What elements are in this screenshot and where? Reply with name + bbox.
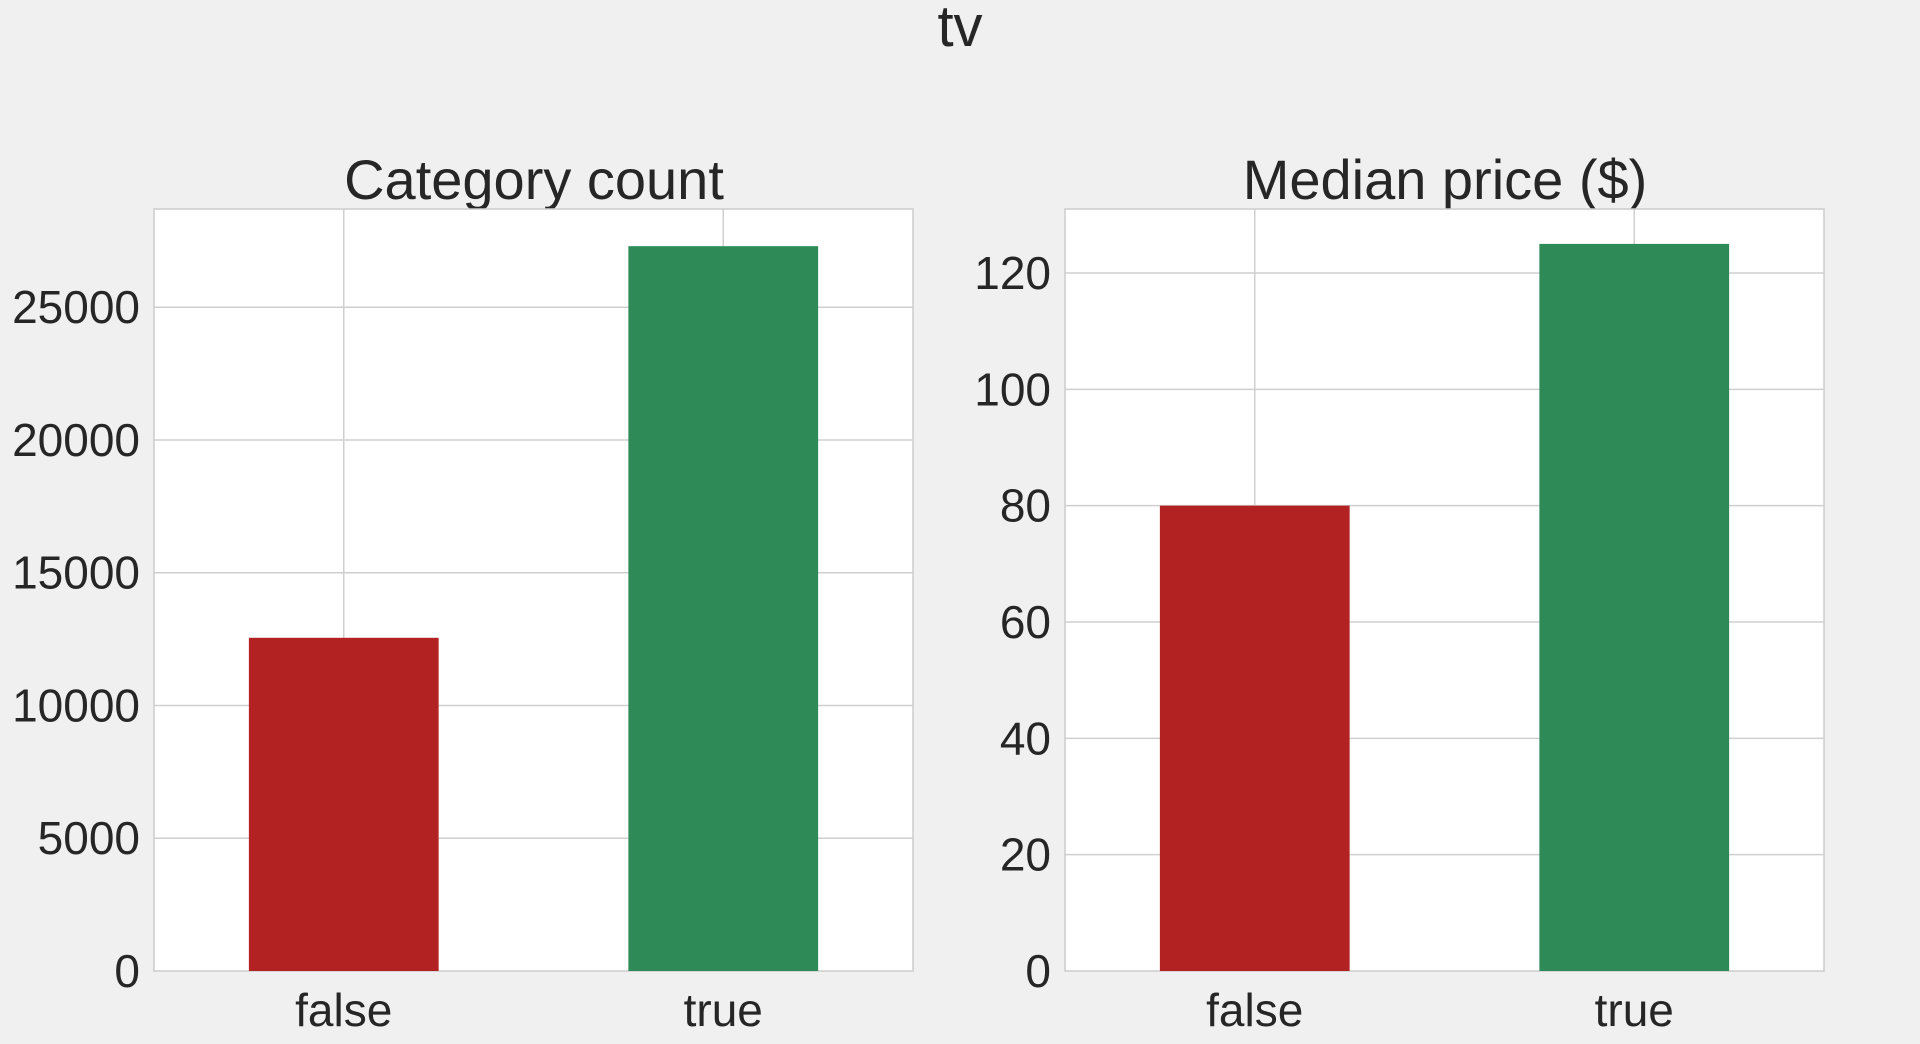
figure-title: tv (937, 0, 982, 59)
chart-panel-median-price: Median price ($) 0 20 40 60 80 100 120 false tr… (974, 148, 1825, 1036)
y-tick-label: 10000 (12, 679, 140, 731)
y-tick-label: 5000 (38, 812, 140, 864)
x-tick-label: false (1206, 984, 1303, 1036)
chart-panel-category-count: Category count 0 5000 10000 15000 20000 25000… (12, 148, 914, 1036)
bar-false (1159, 505, 1350, 971)
bar-group (248, 246, 819, 972)
bar-true (628, 246, 819, 972)
y-tick-label: 0 (114, 945, 140, 997)
y-tick-label: 60 (1000, 596, 1051, 648)
y-tick-label: 20000 (12, 414, 140, 466)
x-tick-label: false (295, 984, 392, 1036)
y-tick-label: 120 (974, 247, 1051, 299)
y-tick-labels: 0 5000 10000 15000 20000 25000 (12, 281, 140, 997)
bar-false (248, 637, 439, 971)
x-tick-label: true (1595, 984, 1674, 1036)
y-tick-label: 40 (1000, 712, 1051, 764)
y-tick-label: 0 (1025, 945, 1051, 997)
chart-title: Category count (344, 148, 724, 211)
y-tick-label: 100 (974, 363, 1051, 415)
x-tick-labels: false true (295, 984, 763, 1036)
bar-true (1539, 243, 1730, 971)
y-tick-label: 20 (1000, 829, 1051, 881)
y-tick-label: 80 (1000, 480, 1051, 532)
x-tick-labels: false true (1206, 984, 1674, 1036)
bar-group (1159, 243, 1730, 971)
y-tick-label: 15000 (12, 547, 140, 599)
chart-title: Median price ($) (1243, 148, 1648, 211)
x-tick-label: true (684, 984, 763, 1036)
y-tick-label: 25000 (12, 281, 140, 333)
y-tick-labels: 0 20 40 60 80 100 120 (974, 247, 1051, 997)
